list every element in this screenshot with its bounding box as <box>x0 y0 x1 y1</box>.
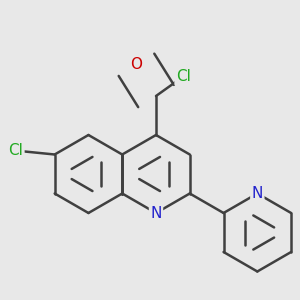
Text: N: N <box>252 186 263 201</box>
Text: Cl: Cl <box>176 69 191 84</box>
Text: O: O <box>130 57 142 72</box>
Text: N: N <box>150 206 162 220</box>
Text: Cl: Cl <box>8 143 23 158</box>
